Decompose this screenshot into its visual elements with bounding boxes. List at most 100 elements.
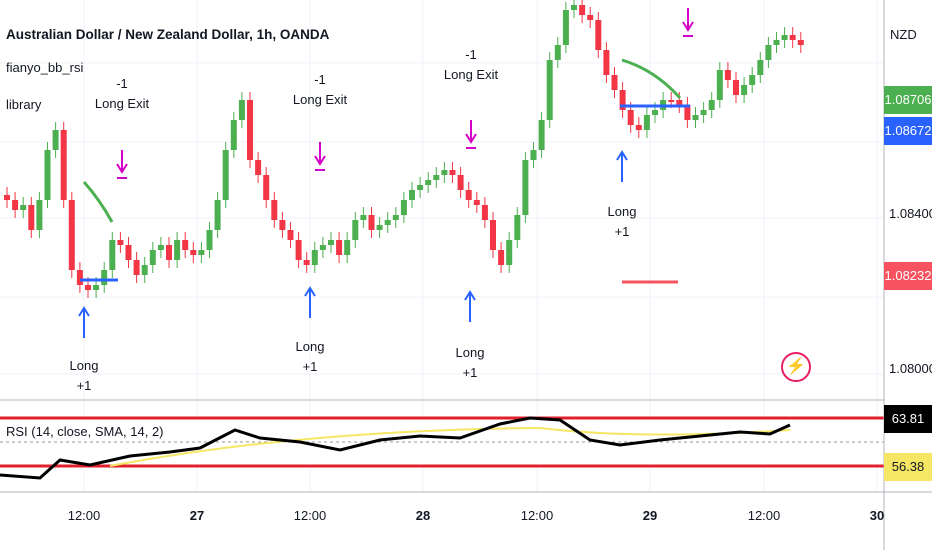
- grid-lines: [0, 0, 884, 492]
- candle-body: [781, 35, 788, 40]
- candle-body: [571, 5, 577, 10]
- candle-body: [789, 35, 796, 40]
- time-tick: 29: [642, 508, 658, 523]
- candle-body: [724, 70, 731, 80]
- candle-body: [303, 260, 310, 265]
- candle-body: [311, 250, 318, 265]
- time-tick: 12:00: [293, 508, 327, 523]
- price-tag-signal: 1.08672: [884, 117, 932, 145]
- candle-body: [498, 250, 505, 265]
- candle-body: [716, 70, 723, 100]
- candle-body: [182, 240, 189, 250]
- candle-body: [384, 220, 391, 225]
- candle-body: [773, 40, 780, 45]
- candle-body: [360, 215, 367, 220]
- candle-body: [93, 285, 100, 290]
- ann-line2: +1: [462, 365, 478, 380]
- ann-line2: Long Exit: [292, 92, 348, 107]
- candle-body: [490, 220, 496, 250]
- candle-body: [28, 205, 35, 230]
- candle-body: [109, 240, 116, 270]
- candle-body: [530, 150, 537, 160]
- candle-body: [749, 75, 756, 85]
- long-exit-label: -1 Long Exit: [290, 70, 350, 110]
- candle-body: [481, 205, 488, 220]
- candle-body: [392, 215, 399, 220]
- time-tick: 12:00: [520, 508, 554, 523]
- candle-body: [473, 200, 480, 205]
- candle-body: [595, 20, 602, 50]
- rsi-value-tag: 63.81: [884, 405, 932, 433]
- ann-line1: -1: [314, 72, 326, 87]
- ann-line2: Long Exit: [94, 96, 150, 111]
- time-tick: 28: [415, 508, 431, 523]
- candle-body: [627, 110, 634, 125]
- ann-line1: Long: [295, 339, 325, 354]
- long-exit-label: -1 Long Exit: [441, 45, 501, 85]
- candle-body: [433, 175, 440, 180]
- candle-body: [230, 120, 237, 150]
- candle-body: [12, 200, 19, 210]
- candle-body: [538, 120, 545, 150]
- candle-body: [4, 195, 10, 200]
- candle-body: [319, 245, 326, 250]
- ann-line2: Long Exit: [443, 67, 499, 82]
- candle-body: [425, 180, 432, 185]
- long-entry-label: Long +1: [54, 356, 114, 396]
- time-tick: 30: [869, 508, 885, 523]
- candle-body: [214, 200, 221, 230]
- candle-body: [125, 245, 132, 260]
- long-arrow-icon: [616, 150, 628, 161]
- symbol-title: Australian Dollar / New Zealand Dollar, …: [6, 27, 330, 42]
- ann-line1: Long: [455, 345, 485, 360]
- candle-body: [514, 215, 521, 240]
- long-arrow-icon: [464, 290, 476, 301]
- candle-body: [166, 245, 172, 260]
- time-tick: 12:00: [67, 508, 101, 523]
- candle-body: [562, 10, 569, 45]
- candle-body: [36, 200, 43, 230]
- candle-body: [279, 220, 286, 230]
- candle-body: [222, 150, 229, 200]
- candle-body: [506, 240, 513, 265]
- price-tag-stop: 1.08232: [884, 262, 932, 290]
- ann-line1: -1: [465, 47, 477, 62]
- candle-body: [765, 45, 772, 60]
- candle-body: [522, 160, 529, 215]
- candle-body: [441, 170, 448, 175]
- candlestick-series: [4, 0, 804, 298]
- candle-body: [133, 260, 140, 275]
- exit-arrow-icon: [116, 163, 128, 174]
- candle-body: [465, 190, 472, 200]
- candle-body: [757, 60, 764, 75]
- candle-body: [238, 100, 245, 120]
- candle-body: [149, 250, 156, 265]
- indicator-name[interactable]: fianyo_bb_rsi: [6, 60, 84, 75]
- ann-line2: +1: [614, 224, 630, 239]
- candle-body: [247, 100, 253, 160]
- long-arrow-icon: [78, 306, 90, 317]
- candle-body: [400, 200, 407, 215]
- rsi-legend[interactable]: RSI (14, close, SMA, 14, 2): [6, 424, 164, 439]
- ann-line1: Long: [69, 358, 99, 373]
- candle-body: [198, 250, 205, 255]
- candle-body: [684, 105, 691, 120]
- candle-body: [619, 90, 626, 110]
- candle-body: [652, 110, 658, 115]
- exit-arrow-icon: [465, 133, 477, 144]
- currency-label[interactable]: NZD: [890, 27, 917, 42]
- candle-body: [328, 240, 334, 245]
- exit-arrow-icon: [682, 21, 694, 32]
- candle-body: [60, 130, 67, 200]
- candle-body: [85, 285, 91, 290]
- time-tick: 12:00: [747, 508, 781, 523]
- bolt-icon[interactable]: ⚡: [781, 352, 811, 382]
- candle-body: [417, 185, 424, 190]
- ann-line2: +1: [302, 359, 318, 374]
- candle-body: [546, 60, 553, 120]
- candle-body: [797, 40, 804, 45]
- candle-body: [700, 110, 707, 115]
- candle-body: [635, 125, 642, 130]
- ann-line2: +1: [76, 378, 92, 393]
